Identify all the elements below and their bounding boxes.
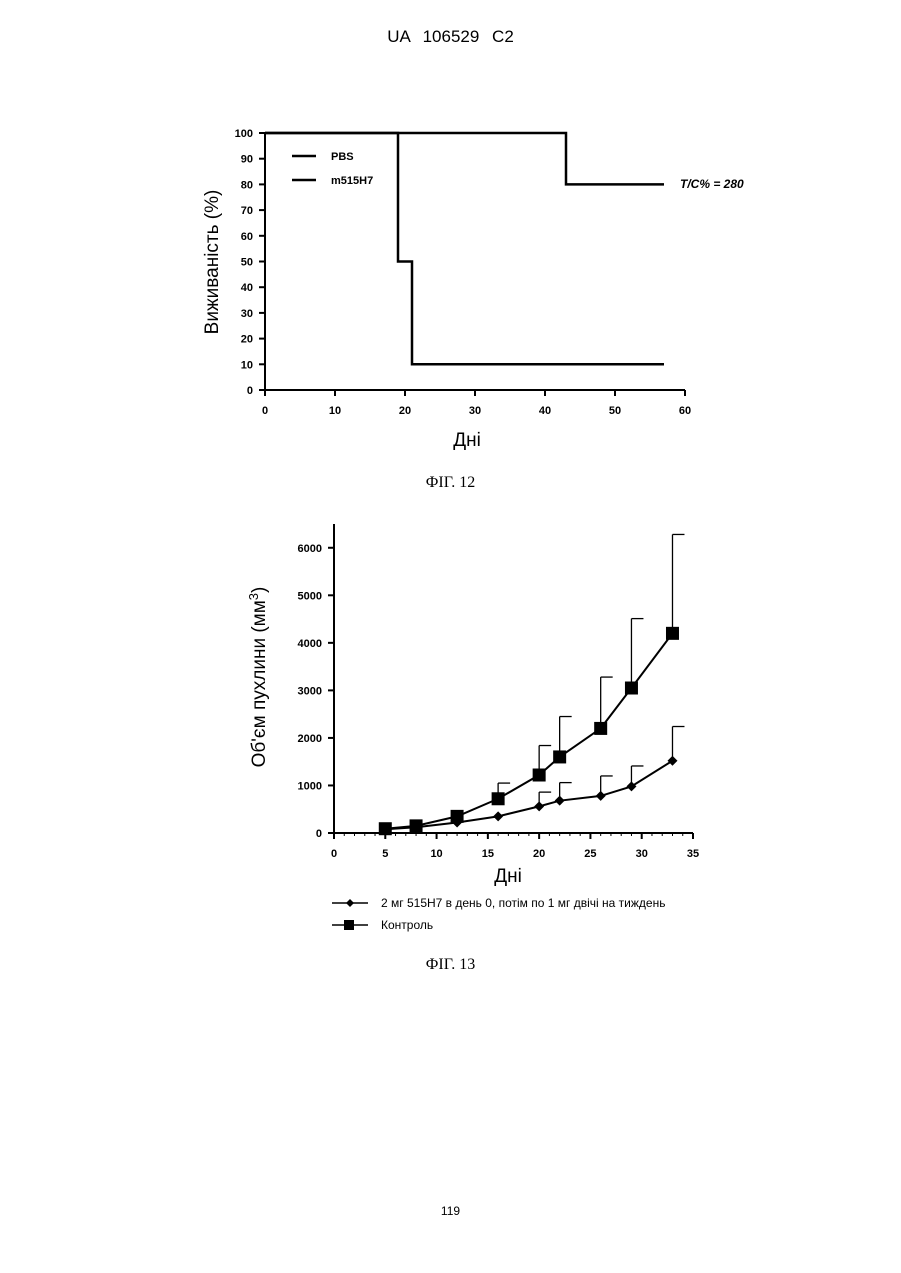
y-tick-label: 2000 [298,733,322,745]
treatment-line [385,761,672,829]
y-tick-label: 30 [241,308,253,320]
x-axis-label: Дні [453,430,481,451]
treatment-point [596,791,606,801]
series-line-m515h7 [265,133,664,184]
x-tick-label: 10 [430,848,442,860]
y-tick-label: 0 [247,385,253,397]
x-tick-label: 40 [539,405,551,417]
series-line-pbs [265,133,664,364]
x-tick-label: 30 [636,848,648,860]
x-tick-label: 15 [482,848,494,860]
y-tick-label: 4000 [298,638,322,650]
legend-label: Контроль [381,918,433,932]
tc-annotation: T/C% = 280 [680,177,744,191]
x-tick-label: 20 [533,848,545,860]
control-point [533,769,546,782]
y-tick-label: 3000 [298,685,322,697]
y-axis-label: Об'єм пухлини (мм3) [246,587,270,768]
y-tick-label: 20 [241,334,253,346]
legend-marker-square [344,920,354,930]
x-tick-label: 35 [687,848,699,860]
x-tick-label: 60 [679,405,691,417]
x-tick-label: 50 [609,405,621,417]
treatment-point [667,756,677,766]
control-point [492,792,505,805]
legend-label: 2 мг 515H7 в день 0, потім по 1 мг двічі… [381,896,665,910]
y-tick-label: 40 [241,282,253,294]
x-tick-label: 25 [584,848,596,860]
figure-12-caption: ФІГ. 12 [0,474,901,492]
page-number: 119 [0,1204,901,1218]
x-axis-label: Дні [494,866,522,887]
x-tick-label: 30 [469,405,481,417]
figure-13-caption: ФІГ. 13 [0,956,901,974]
y-tick-label: 100 [235,128,253,140]
legend-label: m515H7 [331,175,373,187]
x-tick-label: 20 [399,405,411,417]
treatment-point [555,796,565,806]
y-tick-label: 0 [316,828,322,840]
legend-label: PBS [331,151,354,163]
x-tick-label: 5 [382,848,388,860]
x-tick-label: 0 [331,848,337,860]
treatment-point [493,811,503,821]
x-tick-label: 10 [329,405,341,417]
y-tick-label: 60 [241,231,253,243]
x-tick-label: 0 [262,405,268,417]
y-tick-label: 6000 [298,543,322,555]
y-tick-label: 50 [241,257,253,269]
y-tick-label: 80 [241,179,253,191]
y-axis-label: Виживаність (%) [202,190,223,335]
y-tick-label: 5000 [298,590,322,602]
y-tick-label: 10 [241,359,253,371]
control-point [553,750,566,763]
control-point [594,722,607,735]
y-tick-label: 90 [241,154,253,166]
treatment-point [534,801,544,811]
legend-marker-diamond [346,899,354,907]
treatment-point [626,781,636,791]
control-line [385,633,672,828]
control-point [625,682,638,695]
y-tick-label: 1000 [298,780,322,792]
y-tick-label: 70 [241,205,253,217]
control-point [666,627,679,640]
